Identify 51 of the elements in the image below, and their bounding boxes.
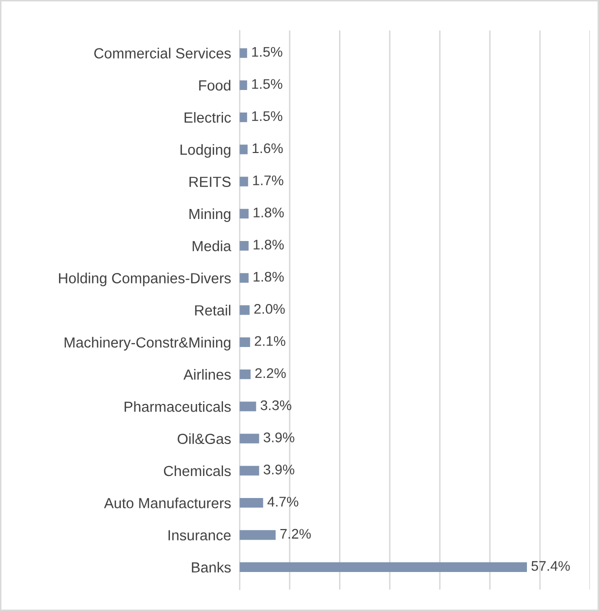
bar [240,144,248,154]
data-label: 1.5% [252,79,282,89]
bar [240,370,251,380]
data-label: 3.9% [264,464,294,474]
y-tick-label: Banks [192,562,231,573]
bar [240,176,248,186]
bar [240,305,250,315]
data-label: 4.7% [267,496,298,507]
bar [240,80,248,90]
bar [240,112,248,122]
y-tick-label: Food [199,80,230,91]
data-label: 1.8% [254,240,284,250]
y-tick-label: Airlines [183,369,231,380]
data-label: 1.8% [254,272,284,282]
data-label: 1.5% [252,111,282,122]
y-tick-label: REITS [190,176,231,187]
data-label: 2.0% [254,304,285,314]
data-label: 7.2% [280,528,311,539]
data-label: 1.7% [253,176,284,186]
bar [240,273,249,283]
data-label: 3.3% [260,400,292,410]
data-label: 1.6% [252,143,283,154]
y-tick-label: Media [192,240,232,252]
y-tick-label: Electric [184,112,231,123]
y-tick-label: Pharmaceuticals [124,401,231,412]
bar [240,562,527,572]
y-tick-label: Retail [195,304,230,316]
y-tick-label: Commercial Services [94,48,231,58]
y-tick-label: Machinery-Constr&Mining [64,336,230,351]
data-label: 57.4% [532,561,570,571]
bar [240,530,276,540]
bar [240,48,248,58]
bar [240,434,260,444]
data-label: 2.2% [255,368,286,378]
data-label: 1.5% [252,46,282,57]
bar [240,466,260,476]
y-tick-label: Chemicals [164,465,231,476]
data-label: 3.9% [264,432,294,442]
y-tick-label: Holding Companies-Divers [59,272,231,286]
y-tick-label: Auto Manufacturers [104,498,231,508]
bar [240,498,264,508]
y-tick-label: Mining [190,208,230,222]
y-tick-label: Insurance [168,530,231,540]
y-tick-label: Oil&Gas [178,433,231,444]
data-label: 1.8% [254,208,284,218]
data-label: 2.1% [254,336,286,346]
bar [240,402,256,412]
bar [240,337,250,348]
bar [240,241,249,251]
bar [240,208,249,219]
y-tick-label: Lodging [180,144,230,158]
